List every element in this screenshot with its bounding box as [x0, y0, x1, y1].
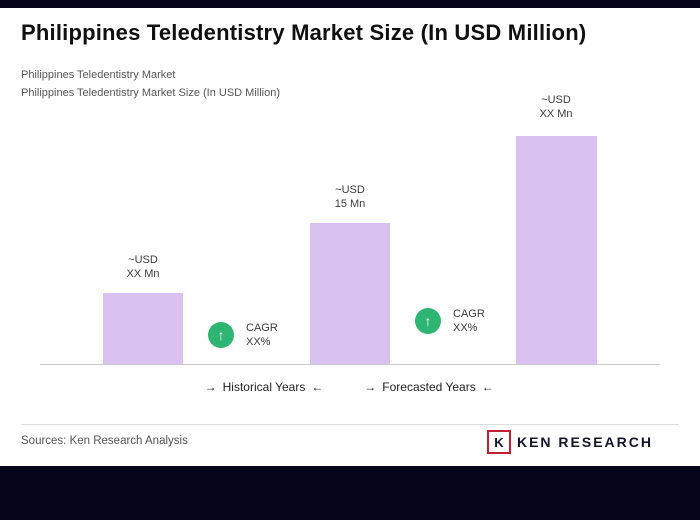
source-text: Sources: Ken Research Analysis [21, 435, 188, 447]
cagr-value: XX% [246, 336, 271, 348]
bar-value-line1: ~USD [128, 254, 158, 266]
chart-subtitle-market: Philippines Teledentistry Market [21, 69, 176, 81]
right-arrow-icon: → [364, 380, 377, 394]
bar-value-line2: XX Mn [539, 108, 573, 120]
page-title: Philippines Teledentistry Market Size (I… [21, 20, 587, 45]
logo-text: KEN RESEARCH [516, 434, 653, 450]
axis-group-forecasted: → Forecasted Years ← [354, 380, 504, 394]
bottom-border-bar [0, 466, 700, 520]
growth-arrow-icon: ↑ [415, 308, 441, 334]
footer-divider [21, 424, 679, 425]
bar-value-label: ~USD XX Mn [93, 253, 193, 281]
cagr-text: CAGR XX% [453, 307, 485, 335]
left-arrow-icon: ← [481, 380, 494, 394]
right-arrow-icon: → [204, 380, 217, 394]
axis-group-label: Historical Years [222, 380, 306, 394]
bar-historical-2 [310, 223, 390, 365]
cagr-badge: ↑ CAGR XX% [208, 321, 278, 349]
axis-group-label: Forecasted Years [382, 380, 476, 394]
up-arrow-glyph: ↑ [424, 313, 432, 329]
chart-subtitle-size: Philippines Teledentistry Market Size (I… [21, 87, 281, 99]
cagr-value: XX% [453, 322, 478, 334]
bar-forecast [516, 136, 597, 365]
top-border-bar [0, 0, 700, 8]
bar-value-label: ~USD 15 Mn [300, 183, 400, 211]
ken-research-logo: K KEN RESEARCH [486, 430, 653, 454]
bar-historical-1 [103, 293, 183, 365]
growth-arrow-icon: ↑ [208, 322, 234, 348]
x-axis-baseline [40, 364, 660, 365]
bar-value-label: ~USD XX Mn [506, 93, 606, 121]
bar-value-line1: ~USD [335, 184, 365, 196]
cagr-text: CAGR XX% [246, 321, 278, 349]
cagr-label: CAGR [453, 308, 485, 320]
cagr-label: CAGR [246, 322, 278, 334]
left-arrow-icon: ← [311, 380, 324, 394]
cagr-badge: ↑ CAGR XX% [415, 307, 485, 335]
up-arrow-glyph: ↑ [217, 327, 225, 343]
bar-value-line1: ~USD [541, 94, 571, 106]
bar-value-line2: 15 Mn [334, 198, 366, 210]
axis-group-historical: → Historical Years ← [189, 380, 339, 394]
bar-value-line2: XX Mn [126, 268, 160, 280]
logo-emblem-icon: K [486, 430, 511, 454]
